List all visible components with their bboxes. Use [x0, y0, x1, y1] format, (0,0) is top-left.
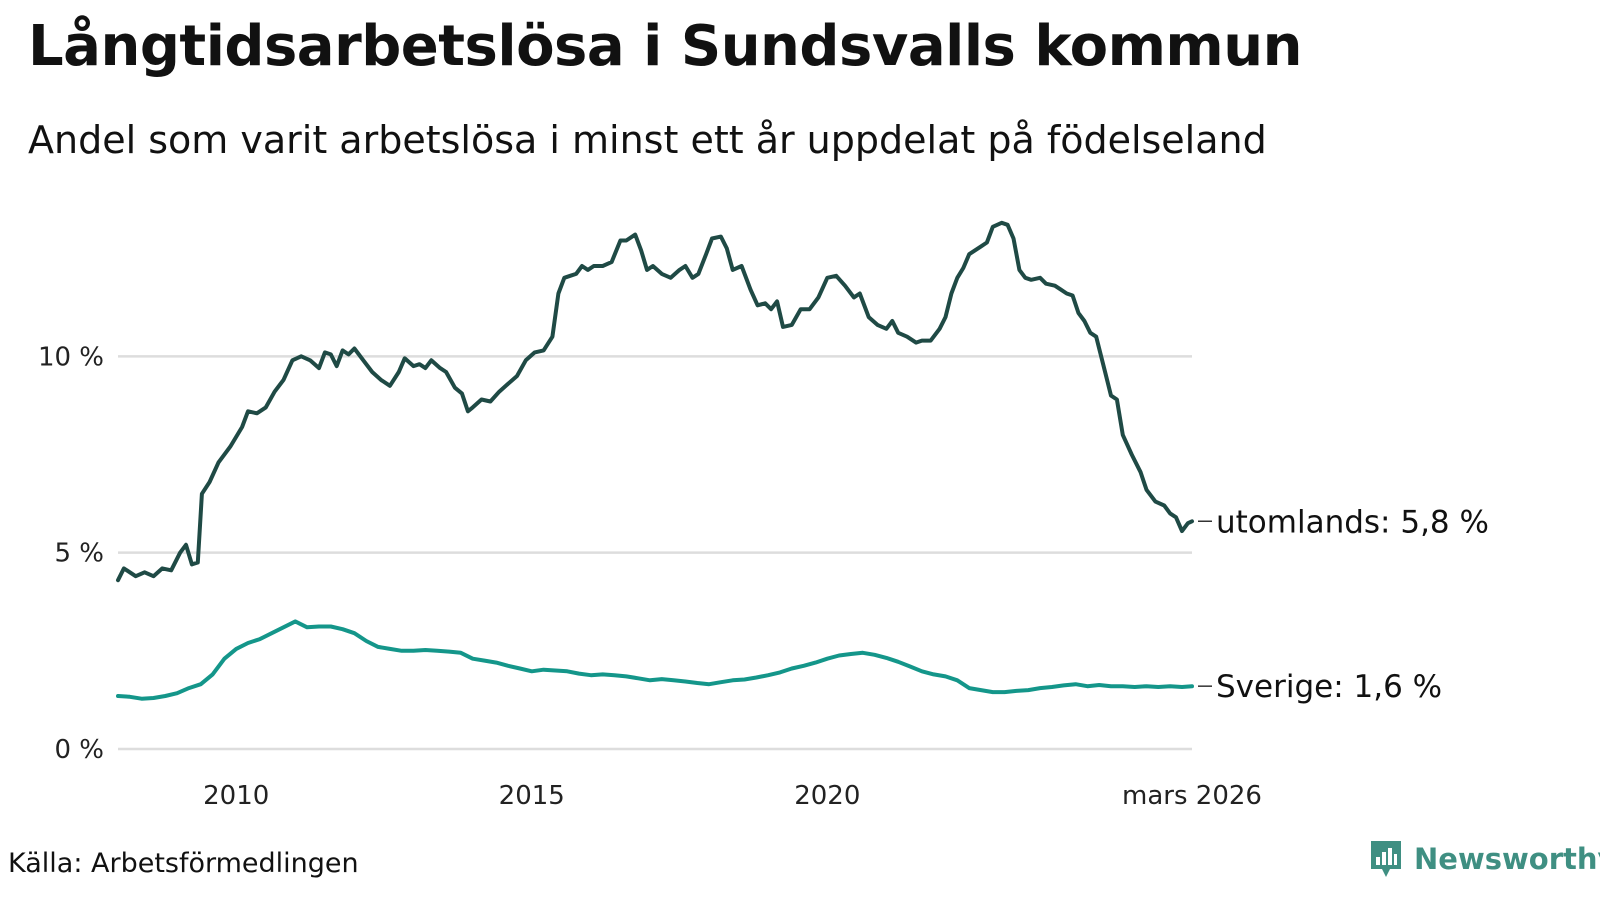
source-note: Källa: Arbetsförmedlingen — [8, 848, 359, 879]
y-tick-label: 10 % — [38, 342, 104, 372]
x-tick-label: mars 2026 — [1122, 781, 1262, 811]
x-tick-label: 2015 — [499, 781, 565, 811]
brand-name: Newsworthy — [1414, 842, 1600, 876]
brand-logo: Newsworthy — [1368, 838, 1600, 880]
newsworthy-icon — [1371, 841, 1401, 877]
chart-subtitle: Andel som varit arbetslösa i minst ett å… — [28, 118, 1267, 162]
y-axis-ticks: 0 % 5 % 10 % — [38, 342, 104, 765]
chart-title: Långtidsarbetslösa i Sundsvalls kommun — [28, 14, 1303, 79]
x-tick-label: 2010 — [203, 781, 269, 811]
line-chart: 0 % 5 % 10 % 2010 2015 2020 mars 2026 utomlan… — [38, 220, 1489, 811]
y-tick-label: 5 % — [54, 539, 104, 569]
series-end-label-sverige: Sverige: 1,6 % — [1216, 669, 1442, 705]
series-end-labels: utomlands: 5,8 % Sverige: 1,6 % — [1198, 504, 1489, 705]
x-tick-label: 2020 — [794, 781, 860, 811]
y-tick-label: 0 % — [54, 735, 104, 765]
series-lines — [116, 220, 1194, 701]
series-line-sverige — [116, 619, 1194, 701]
series-end-label-utomlands: utomlands: 5,8 % — [1216, 504, 1489, 540]
x-axis-ticks: 2010 2015 2020 mars 2026 — [203, 781, 1262, 811]
series-line-utomlands — [116, 220, 1194, 583]
